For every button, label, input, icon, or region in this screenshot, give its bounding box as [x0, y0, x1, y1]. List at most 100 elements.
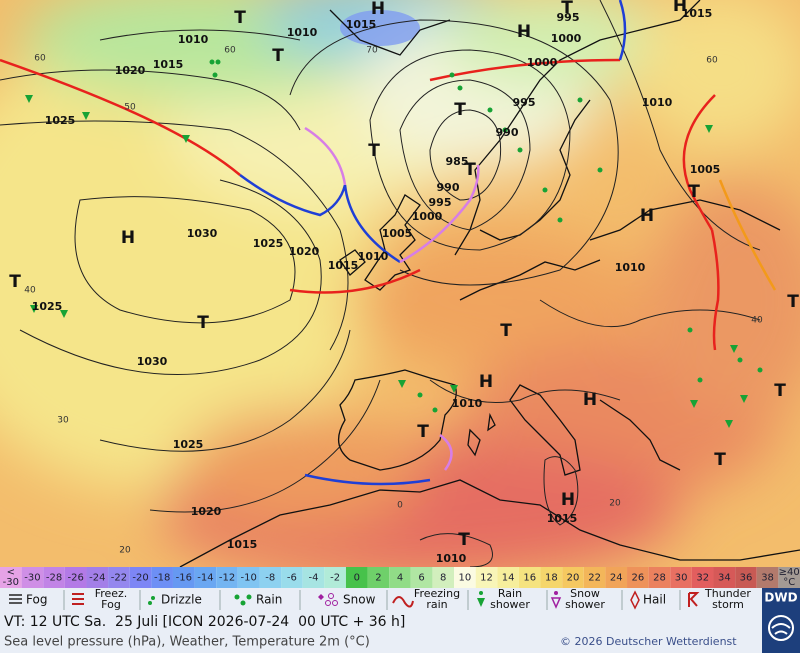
grid-label: 50 [124, 103, 136, 113]
pressure-center: T [197, 313, 209, 333]
front-line [682, 94, 716, 231]
temperature-area [650, 180, 800, 420]
scale-label: -20 [132, 573, 148, 584]
scale-label: 4 [397, 573, 403, 584]
isobar-label: 1010 [615, 261, 646, 274]
isobar [99, 329, 351, 452]
isobar-label: 1030 [187, 227, 218, 240]
scale-cell [237, 567, 260, 588]
isobar [0, 69, 301, 131]
isobar-label: 1020 [115, 64, 146, 77]
scale-label: 24 [610, 573, 623, 584]
weather-symbol [690, 400, 698, 408]
footer-part: DWD [764, 591, 797, 605]
weather-symbol [82, 112, 90, 120]
legend-part [630, 590, 640, 610]
scale-label: -2 [330, 573, 340, 584]
grid-label: 30 [57, 416, 69, 426]
pressure-center: H [479, 372, 493, 392]
scale-label: 2 [375, 573, 381, 584]
legend-part [72, 593, 84, 605]
legend-part [479, 591, 483, 595]
scale-label: -30 [24, 573, 40, 584]
coastline [599, 399, 681, 471]
scale-cell [475, 567, 498, 588]
legend-part: Freezing [414, 587, 460, 600]
front-line [0, 58, 241, 176]
isobar-label: 1025 [32, 300, 63, 313]
scale-label: 0 [354, 573, 360, 584]
weather-symbol [30, 305, 38, 313]
weather-symbol [432, 407, 438, 413]
legend-part: Fog [26, 593, 47, 607]
legend-part: shower [490, 598, 530, 611]
legend-part [240, 600, 246, 606]
isobar-label: 995 [513, 96, 536, 109]
pressure-center: H [371, 0, 385, 19]
scale-label: -24 [89, 573, 105, 584]
footer-part [771, 623, 791, 635]
scale-cell [410, 567, 433, 588]
isobar-label: 1010 [178, 33, 209, 46]
scale-cell [432, 567, 455, 588]
isobar-label: 1015 [346, 18, 377, 31]
scale-label: 6 [418, 573, 424, 584]
legend-part: Hail [643, 593, 666, 607]
weather-symbol [725, 420, 733, 428]
coastline [487, 412, 496, 432]
pressure-center: T [458, 530, 470, 550]
front-line [710, 229, 720, 351]
legend-part: Rain [498, 587, 522, 600]
scale-cell [367, 567, 390, 588]
scale-label: -16 [176, 573, 192, 584]
coastline [589, 199, 781, 241]
isobar-label: 995 [557, 11, 580, 24]
pressure-center: T [464, 160, 476, 180]
weather-symbol [212, 72, 218, 78]
pressure-center: T [272, 46, 284, 66]
weather-symbol [577, 97, 583, 103]
front-line [718, 179, 777, 291]
scale-cell [345, 567, 368, 588]
scale-label: 38 [761, 573, 774, 584]
legend-part: Drizzle [161, 593, 202, 607]
footer-part: Sea level pressure (hPa), Weather, Tempe… [4, 635, 370, 650]
weather-symbol [449, 72, 455, 78]
coastline [339, 249, 366, 276]
isobar [19, 179, 322, 376]
isobar-label: 1015 [153, 58, 184, 71]
scale-label: -10 [240, 573, 256, 584]
scale-cell [670, 567, 692, 588]
weather-symbol [697, 377, 703, 383]
scale-label: 18 [545, 573, 558, 584]
isobar-label: 1020 [289, 245, 320, 258]
scale-cell [627, 567, 649, 588]
weather-symbol [182, 135, 190, 143]
scale-label: 14 [502, 573, 515, 584]
isobar-labels: 1010 1015 1010 1020 1015 1025 995 1000 1… [32, 7, 721, 565]
weather-symbol [502, 127, 508, 133]
scale-cell [713, 567, 736, 588]
isobar [369, 49, 571, 251]
scale-label: 16 [523, 573, 536, 584]
scale-cell [540, 567, 563, 588]
front-line [289, 268, 421, 294]
pressure-center: T [454, 100, 466, 120]
temperature-area [630, 0, 800, 150]
temperature-area [340, 10, 420, 46]
footer-part [762, 588, 800, 653]
scale-cell [562, 567, 584, 588]
legend-part [246, 594, 252, 600]
weather-symbol [542, 187, 548, 193]
legend-part: shower [565, 598, 605, 611]
isobar [539, 299, 761, 328]
isobar-label: 1010 [642, 96, 673, 109]
scale-label: -18 [154, 573, 170, 584]
scale-cell [454, 567, 476, 588]
isobar-label: 990 [437, 181, 460, 194]
weather-symbol [60, 310, 68, 318]
weather-symbol [417, 392, 423, 398]
scale-label: -28 [46, 573, 62, 584]
scale-cell [21, 567, 44, 588]
front-line [399, 164, 480, 264]
